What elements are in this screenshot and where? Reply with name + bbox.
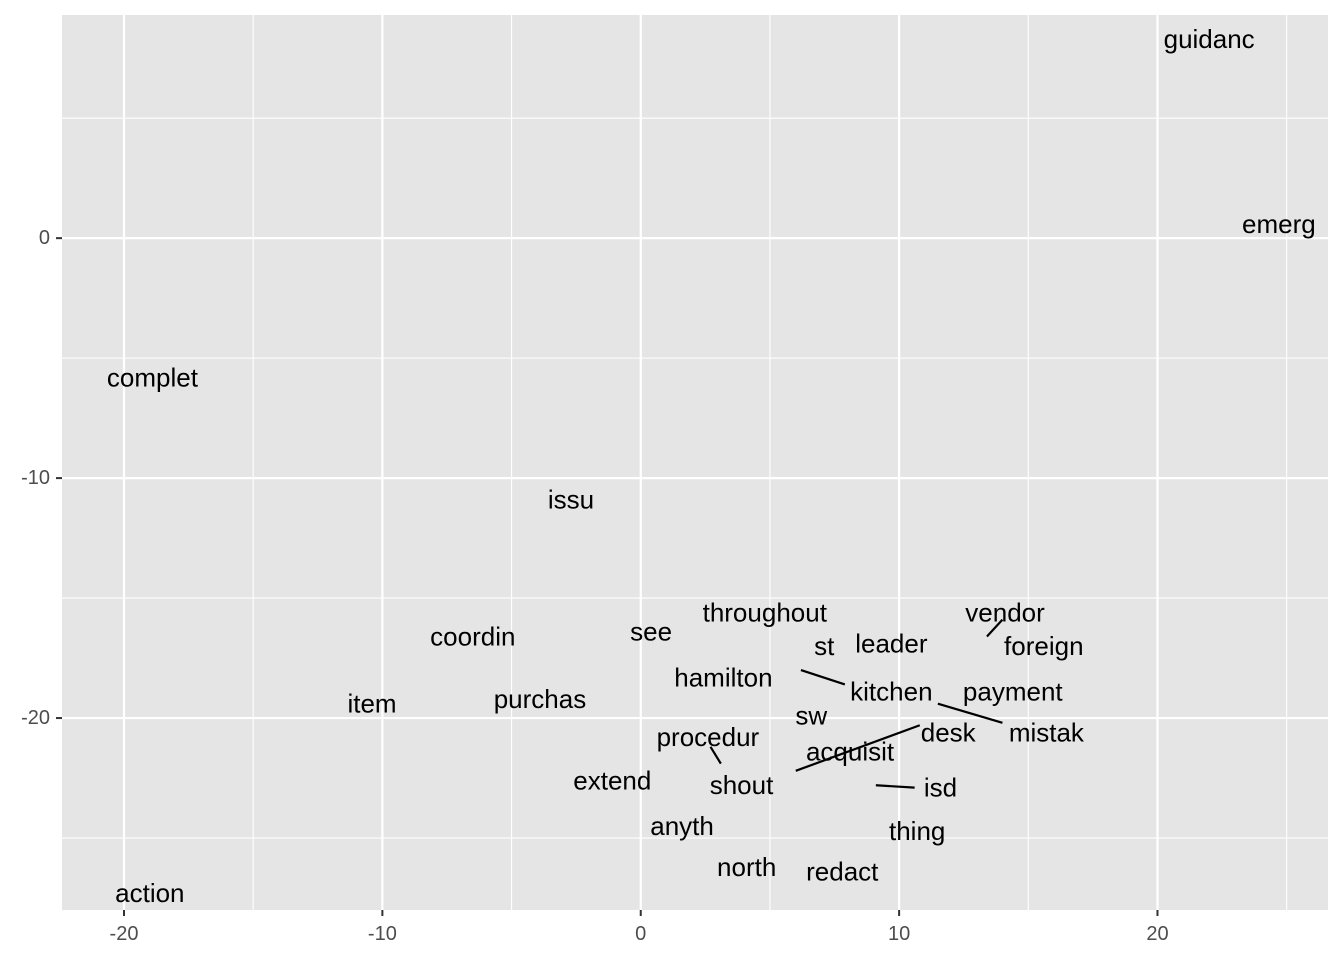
point-label-isd: isd bbox=[924, 773, 957, 803]
point-label-st: st bbox=[814, 631, 835, 661]
point-label-foreign: foreign bbox=[1004, 631, 1084, 661]
point-label-complet: complet bbox=[107, 362, 199, 392]
word-labels: guidanc emerg complet issu throughout vendor c… bbox=[107, 24, 1316, 908]
point-label-desk: desk bbox=[921, 717, 977, 747]
point-label-coordin: coordin bbox=[430, 621, 515, 651]
connector-mistak bbox=[937, 702, 1003, 724]
x-tick-label: 0 bbox=[635, 923, 646, 945]
point-label-leader: leader bbox=[855, 629, 928, 659]
point-label-guidanc: guidanc bbox=[1164, 24, 1255, 54]
point-label-procedur: procedur bbox=[657, 722, 760, 752]
point-label-kitchen: kitchen bbox=[850, 677, 932, 707]
connector-procedur bbox=[709, 746, 722, 765]
point-label-north: north bbox=[717, 852, 776, 882]
point-label-issu: issu bbox=[548, 485, 594, 515]
point-label-purchas: purchas bbox=[494, 684, 587, 714]
point-label-vendor: vendor bbox=[965, 597, 1045, 627]
point-label-action: action bbox=[115, 878, 184, 908]
point-label-payment: payment bbox=[963, 677, 1063, 707]
point-label-mistak: mistak bbox=[1009, 717, 1085, 747]
point-label-item: item bbox=[347, 689, 396, 719]
point-label-sw: sw bbox=[795, 701, 827, 731]
y-tick-label: 0 bbox=[39, 227, 50, 249]
point-label-throughout: throughout bbox=[703, 597, 828, 627]
point-label-see: see bbox=[630, 617, 672, 647]
point-label-thing: thing bbox=[889, 816, 945, 846]
x-tick-label: 10 bbox=[888, 923, 910, 945]
connector-hamilton bbox=[800, 669, 846, 686]
x-tick-label: 20 bbox=[1146, 923, 1168, 945]
x-tick-label: -10 bbox=[368, 923, 397, 945]
point-label-hamilton: hamilton bbox=[674, 662, 772, 692]
connector-vendor bbox=[986, 618, 1004, 638]
connector-shout bbox=[795, 724, 921, 772]
point-label-extend: extend bbox=[573, 765, 651, 795]
point-label-anyth: anyth bbox=[650, 811, 714, 841]
y-axis: -20 -10 0 bbox=[21, 227, 62, 729]
connector-segments bbox=[709, 618, 1004, 789]
plot-panel bbox=[62, 15, 1328, 910]
y-tick-label: -10 bbox=[21, 467, 50, 489]
point-label-shout: shout bbox=[710, 770, 774, 800]
point-label-acquisit: acquisit bbox=[806, 737, 895, 767]
x-tick-label: -20 bbox=[110, 923, 139, 945]
y-tick-label: -20 bbox=[21, 707, 50, 729]
connector-isd bbox=[875, 784, 915, 789]
point-label-redact: redact bbox=[806, 857, 879, 887]
x-axis: -20 -10 0 10 20 bbox=[110, 910, 1169, 945]
point-label-emerg: emerg bbox=[1242, 209, 1316, 239]
grid-lines bbox=[62, 15, 1328, 910]
